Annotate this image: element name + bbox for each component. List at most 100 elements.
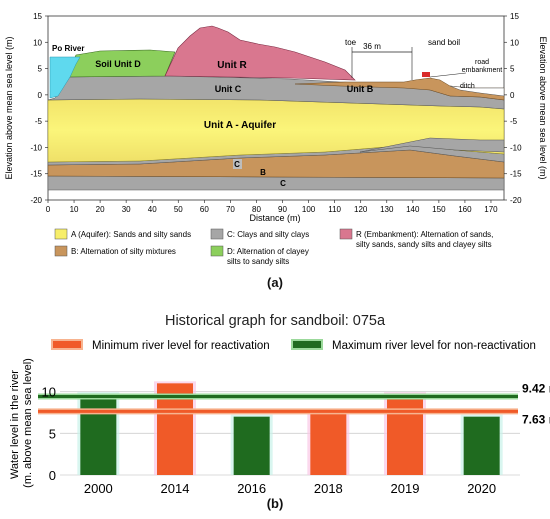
cross-section-figure: 0 10 20 30 40 50 60 70 80 90 100 110 120 130 140 150 160… xyxy=(4,12,548,266)
section-x-tick-label: 150 xyxy=(432,205,446,214)
legend-text-c: C: Clays and silty clays xyxy=(227,230,309,239)
section-x-tick-label: 50 xyxy=(174,205,183,214)
chart-x-tick-label: 2019 xyxy=(391,481,420,496)
section-y-tick-label-left: 10 xyxy=(33,38,42,47)
section-y-tick-label-right: -5 xyxy=(510,117,518,126)
section-y-axis-title-left: Elevation above mean sea level (m) xyxy=(4,36,14,179)
label-b-lower: B xyxy=(260,168,266,177)
distance-36m-label: 36 m xyxy=(363,42,381,51)
section-y-tick-label-left: -5 xyxy=(35,117,43,126)
label-c-lower: C xyxy=(280,179,286,188)
legend-text-a: A (Aquifer): Sands and silty sands xyxy=(71,230,191,239)
c-lens-box xyxy=(233,159,242,169)
section-x-tick-label: 170 xyxy=(484,205,498,214)
section-x-tick-label: 140 xyxy=(406,205,420,214)
section-y-axis-title-right: Elevation above mean sea level (m) xyxy=(538,36,548,179)
panel-b-label: (b) xyxy=(266,496,284,511)
section-y-tick-label-left: 15 xyxy=(33,12,42,21)
section-y-axis-right: 15 10 5 0 -5 -10 -15 -20 xyxy=(504,12,522,205)
label-soil-unit-d: Soil Unit D xyxy=(95,59,141,69)
section-y-tick-label-left: 5 xyxy=(38,65,43,74)
section-y-tick-label-right: -20 xyxy=(510,196,522,205)
road-embankment-label-2: embankment xyxy=(462,67,503,74)
chart-y-tick-label: 10 xyxy=(42,385,56,400)
section-y-axis-left: 15 10 5 0 -5 -10 -15 -20 xyxy=(30,12,48,205)
chart-x-tick-label: 2000 xyxy=(84,481,113,496)
chart-legend: Minimum river level for reactivation Max… xyxy=(51,339,536,352)
layer-c-bottom xyxy=(47,175,505,191)
legend-swatch-a xyxy=(54,228,68,240)
section-y-tick-label-left: -10 xyxy=(30,143,42,152)
legend-swatch-maximum xyxy=(291,339,323,350)
layer-c-wedge xyxy=(359,137,505,153)
section-legend: A (Aquifer): Sands and silty sands C: Cl… xyxy=(54,228,496,266)
label-unit-c: Unit C xyxy=(215,84,242,94)
chart-y-tick-label: 5 xyxy=(49,426,56,441)
legend-text-r: R (Embankment): Alternation of sands, si… xyxy=(356,230,496,249)
section-x-tick-label: 100 xyxy=(302,205,316,214)
sand-boil-label: sand boil xyxy=(428,38,460,47)
legend-swatch-c xyxy=(210,228,224,240)
legend-swatch-b xyxy=(54,245,68,257)
section-x-tick-label: 0 xyxy=(46,205,51,214)
section-x-tick-label: 110 xyxy=(328,205,341,214)
chart-x-tick-label: 2018 xyxy=(314,481,343,496)
road-embankment xyxy=(422,72,430,77)
layer-unit-r xyxy=(164,25,356,81)
section-x-tick-label: 130 xyxy=(380,205,394,214)
po-river-label: Po River xyxy=(52,44,84,53)
chart-title: Historical graph for sandboil: 075a xyxy=(164,313,386,329)
road-embankment-label-1: road xyxy=(475,59,489,66)
chart-bar xyxy=(80,394,117,475)
legend-swatch-minimum xyxy=(51,339,83,350)
chart-x-axis: 2000 2014 2016 2018 2019 2020 xyxy=(84,481,496,496)
reference-line-label: 7.63 m xyxy=(522,412,550,426)
chart-x-tick-label: 2020 xyxy=(467,481,496,496)
section-y-tick-label-right: 5 xyxy=(510,65,515,74)
legend-text-d: D: Alternation of clayey silts to sandy … xyxy=(227,247,311,266)
chart-bar xyxy=(233,416,270,475)
section-y-tick-label-right: 0 xyxy=(510,91,515,100)
legend-swatch-r xyxy=(339,228,353,240)
chart-reference-lines: 9.42 m 7.63 m xyxy=(38,382,550,426)
label-unit-r: Unit R xyxy=(217,60,247,71)
chart-bars xyxy=(77,381,503,475)
section-x-axis: 0 10 20 30 40 50 60 70 80 90 100 110 120 130 140 150 160… xyxy=(46,200,498,214)
chart-x-tick-label: 2014 xyxy=(161,481,190,496)
geology-layers xyxy=(47,25,505,191)
chart-y-axis-title: Water level in the river (m. above mean … xyxy=(9,358,34,488)
chart-bar xyxy=(463,416,500,475)
chart-bar xyxy=(387,394,423,475)
section-y-tick-label-right: 10 xyxy=(510,38,519,47)
section-x-tick-label: 160 xyxy=(458,205,472,214)
chart-bar xyxy=(310,413,347,475)
chart-y-axis: 0 5 10 xyxy=(42,385,56,483)
legend-swatch-d xyxy=(210,245,224,257)
legend-text-b: B: Alternation of silty mixtures xyxy=(71,247,176,256)
legend-label-maximum: Maximum river level for non-reactivation xyxy=(332,340,536,352)
section-y-tick-label-left: -15 xyxy=(30,170,42,179)
section-x-tick-label: 60 xyxy=(200,205,209,214)
chart-x-tick-label: 2016 xyxy=(237,481,266,496)
section-y-tick-label-right: 15 xyxy=(510,12,519,21)
section-y-tick-label-right: -10 xyxy=(510,143,522,152)
reference-line-label: 9.42 m xyxy=(522,382,550,396)
section-y-tick-label-left: 0 xyxy=(38,91,43,100)
section-x-tick-label: 40 xyxy=(148,205,157,214)
section-x-tick-label: 30 xyxy=(122,205,131,214)
ditch-label: ditch xyxy=(460,83,475,90)
chart-y-tick-label: 0 xyxy=(49,468,56,483)
section-x-tick-label: 80 xyxy=(252,205,261,214)
section-x-tick-label: 90 xyxy=(278,205,287,214)
toe-label: toe xyxy=(345,38,357,47)
section-y-tick-label-right: -15 xyxy=(510,170,522,179)
po-river-water xyxy=(49,56,81,99)
section-x-axis-title: Distance (m) xyxy=(249,213,300,223)
section-y-tick-label-left: -20 xyxy=(30,196,42,205)
legend-label-minimum: Minimum river level for reactivation xyxy=(92,340,270,352)
sandboil-bar-chart: Minimum river level for reactivation Max… xyxy=(9,339,550,496)
section-x-tick-label: 70 xyxy=(226,205,235,214)
label-unit-b: Unit B xyxy=(347,84,374,94)
label-c-lens: C xyxy=(234,160,240,169)
section-x-tick-label: 20 xyxy=(96,205,105,214)
